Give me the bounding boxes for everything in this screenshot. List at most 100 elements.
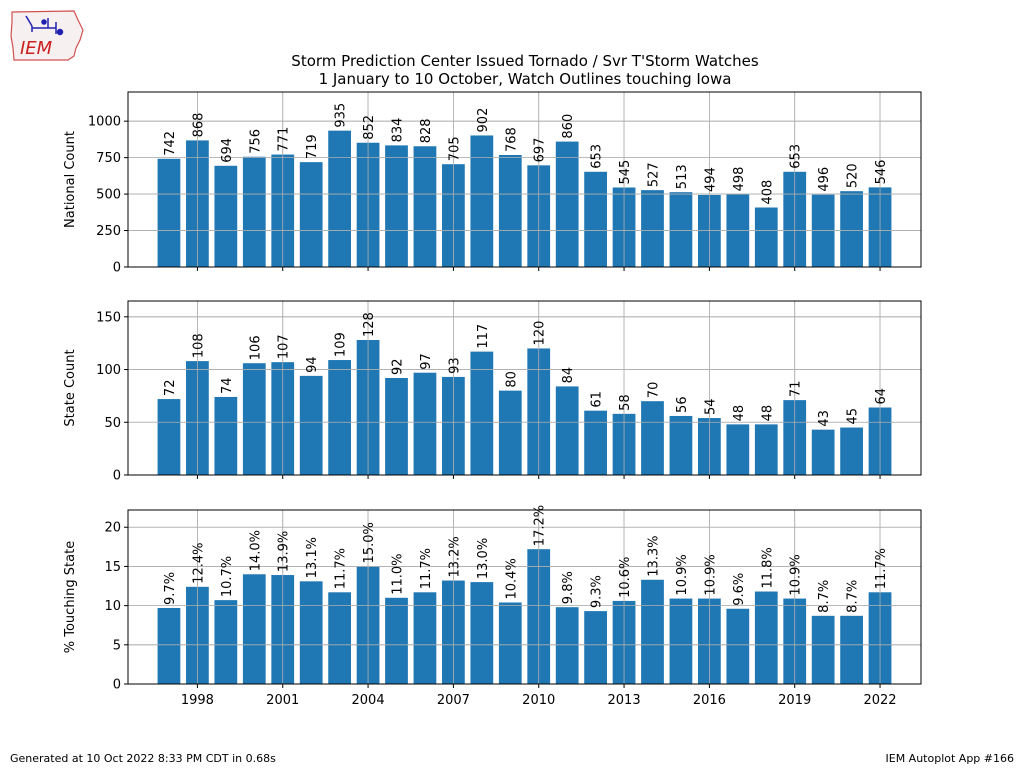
chart-panel-2: 72 108 74 106 107 94 109 128 92 97 93 117 80 120 84 61 5… bbox=[63, 300, 922, 484]
data-label: 107 bbox=[277, 334, 292, 359]
x-tick-label: 1998 bbox=[181, 693, 214, 708]
data-label: 11.8% bbox=[760, 547, 775, 588]
data-label: 771 bbox=[277, 127, 292, 152]
data-label: 15.0% bbox=[362, 522, 377, 563]
generated-timestamp: Generated at 10 Oct 2022 8:33 PM CDT in … bbox=[10, 752, 276, 765]
y-tick-label: 5 bbox=[113, 638, 121, 653]
y-tick-label: 0 bbox=[113, 678, 121, 693]
y-axis-label: National Count bbox=[63, 131, 78, 228]
data-label: 9.3% bbox=[590, 575, 605, 608]
data-label: 48 bbox=[760, 405, 775, 422]
chart-title-line1: Storm Prediction Center Issued Tornado /… bbox=[291, 52, 759, 70]
data-label: 834 bbox=[391, 118, 406, 143]
data-label: 828 bbox=[419, 118, 434, 143]
bar bbox=[385, 145, 408, 267]
data-label: 513 bbox=[675, 164, 690, 189]
data-label: 902 bbox=[476, 108, 491, 133]
data-label: 8.7% bbox=[817, 580, 832, 613]
y-tick-label: 250 bbox=[96, 224, 121, 239]
data-label: 120 bbox=[533, 321, 548, 346]
data-label: 653 bbox=[789, 144, 804, 169]
data-label: 653 bbox=[590, 144, 605, 169]
bar bbox=[242, 574, 266, 684]
data-label: 10.6% bbox=[618, 557, 633, 598]
data-label: 13.9% bbox=[277, 531, 292, 572]
data-label: 520 bbox=[846, 163, 861, 188]
bar bbox=[157, 607, 181, 684]
chart-title-line2: 1 January to 10 October, Watch Outlines … bbox=[318, 70, 732, 88]
y-tick-label: 750 bbox=[96, 151, 121, 166]
data-label: 545 bbox=[618, 160, 633, 185]
weather-station-icon bbox=[25, 15, 64, 36]
data-label: 13.2% bbox=[447, 536, 462, 577]
data-label: 8.7% bbox=[846, 580, 861, 613]
data-label: 13.1% bbox=[305, 537, 320, 578]
bar bbox=[641, 190, 664, 267]
data-label: 17.2% bbox=[533, 505, 548, 546]
bar bbox=[413, 146, 437, 267]
bar bbox=[214, 396, 238, 475]
bar bbox=[811, 615, 835, 684]
data-label: 498 bbox=[732, 167, 747, 192]
bar bbox=[811, 429, 835, 475]
data-label: 12.4% bbox=[191, 542, 206, 583]
data-label: 860 bbox=[561, 114, 576, 139]
data-label: 10.9% bbox=[703, 554, 718, 595]
bar bbox=[641, 579, 664, 684]
bar bbox=[669, 192, 693, 267]
data-label: 106 bbox=[248, 335, 263, 360]
data-label: 128 bbox=[362, 312, 377, 337]
data-label: 74 bbox=[220, 377, 235, 394]
bar bbox=[726, 424, 750, 475]
data-label: 868 bbox=[191, 113, 206, 138]
data-label: 756 bbox=[248, 129, 263, 154]
data-label: 45 bbox=[846, 408, 861, 425]
y-tick-label: 100 bbox=[96, 363, 121, 378]
bar bbox=[840, 615, 863, 684]
bar bbox=[726, 608, 750, 684]
data-label: 11.7% bbox=[334, 548, 349, 589]
y-axis-label: % Touching State bbox=[63, 541, 78, 653]
bar bbox=[157, 399, 181, 475]
chart-panel-3: 9.7% 12.4% 10.7% 14.0% 13.9% 13.1% 11.7% 15.0% 1… bbox=[63, 505, 922, 708]
data-label: 527 bbox=[646, 162, 661, 187]
data-label: 11.0% bbox=[391, 553, 406, 594]
data-label: 719 bbox=[305, 134, 320, 159]
data-label: 43 bbox=[817, 410, 832, 427]
bar bbox=[754, 207, 778, 267]
data-label: 92 bbox=[391, 358, 406, 375]
y-axis-label: State Count bbox=[63, 349, 78, 426]
y-tick-label: 50 bbox=[104, 416, 121, 431]
bar bbox=[840, 427, 863, 475]
bar bbox=[498, 155, 522, 267]
data-label: 117 bbox=[476, 324, 491, 349]
data-label: 97 bbox=[419, 353, 434, 370]
bar bbox=[754, 591, 778, 684]
data-label: 697 bbox=[533, 138, 548, 163]
data-label: 64 bbox=[874, 388, 889, 405]
x-tick-label: 2022 bbox=[863, 693, 896, 708]
y-tick-label: 500 bbox=[96, 188, 121, 203]
data-label: 13.3% bbox=[646, 535, 661, 576]
bar bbox=[754, 424, 778, 475]
bar bbox=[385, 597, 408, 684]
x-tick-label: 2001 bbox=[266, 693, 299, 708]
plot-frame bbox=[127, 300, 922, 476]
data-label: 705 bbox=[447, 136, 462, 161]
data-label: 56 bbox=[675, 396, 690, 413]
bar bbox=[498, 602, 522, 684]
bar bbox=[669, 415, 693, 475]
x-tick-label: 2007 bbox=[437, 693, 470, 708]
iem-logo: IEM bbox=[10, 10, 84, 61]
y-tick-label: 0 bbox=[113, 469, 121, 484]
y-tick-label: 1000 bbox=[88, 115, 121, 130]
x-tick-label: 2013 bbox=[608, 693, 641, 708]
data-label: 11.7% bbox=[874, 548, 889, 589]
bar bbox=[641, 401, 664, 475]
data-label: 58 bbox=[618, 394, 633, 411]
x-tick-label: 2019 bbox=[778, 693, 811, 708]
data-label: 80 bbox=[504, 371, 519, 388]
bar bbox=[840, 191, 863, 267]
bar bbox=[242, 156, 266, 267]
